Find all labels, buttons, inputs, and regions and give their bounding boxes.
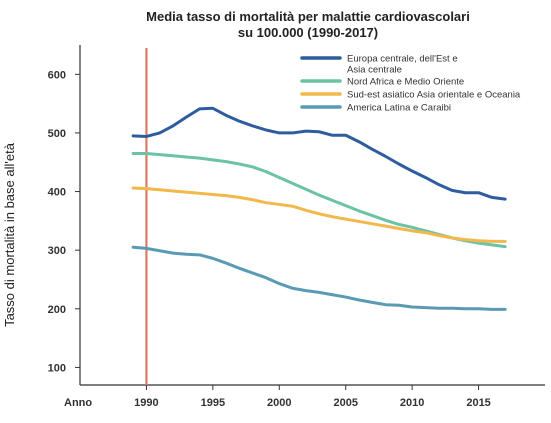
series-line-1 — [131, 106, 507, 201]
y-tick-label: 200 — [48, 304, 66, 316]
x-tick-label: 2010 — [400, 397, 424, 409]
y-tick-label: 400 — [48, 187, 66, 199]
legend-label-3: Sud-est asiatico Asia orientale e Oceani… — [347, 90, 521, 101]
x-tick-label: 2015 — [466, 397, 490, 409]
chart-title: Media tasso di mortalità per malattie ca… — [146, 9, 470, 40]
x-tick-label: 1990 — [134, 397, 158, 409]
x-tick-label: 2005 — [333, 397, 357, 409]
y-tick-label: 500 — [48, 128, 66, 140]
chart-title-line-1: Media tasso di mortalità per malattie ca… — [146, 9, 470, 24]
x-axis-prefix-label: Anno — [64, 397, 92, 409]
y-tick-label: 300 — [48, 245, 66, 257]
series-line-3 — [131, 186, 507, 243]
x-tick-label: 1995 — [201, 397, 225, 409]
series-layer — [131, 106, 507, 311]
y-axis-label: Tasso di mortalità in base all'età — [2, 142, 17, 327]
y-tick-label: 600 — [48, 69, 66, 81]
series-line-2 — [131, 151, 507, 249]
axes: 100 200 300 400 500 600 1990 1995 2000 2005 2010 20… — [48, 45, 545, 409]
legend-label-4: America Latina e Caraibi — [347, 103, 451, 114]
legend-label-1-line-1: Europa centrale, dell'Est e — [347, 54, 458, 65]
x-tick-label: 2000 — [267, 397, 291, 409]
series-line-4 — [131, 245, 507, 311]
legend-label-1-line-2: Asia centrale — [347, 65, 402, 76]
legend-label-2: Nord Africa e Medio Oriente — [347, 77, 464, 88]
y-tick-label: 100 — [48, 362, 66, 374]
chart-title-line-2: su 100.000 (1990-2017) — [238, 25, 378, 40]
